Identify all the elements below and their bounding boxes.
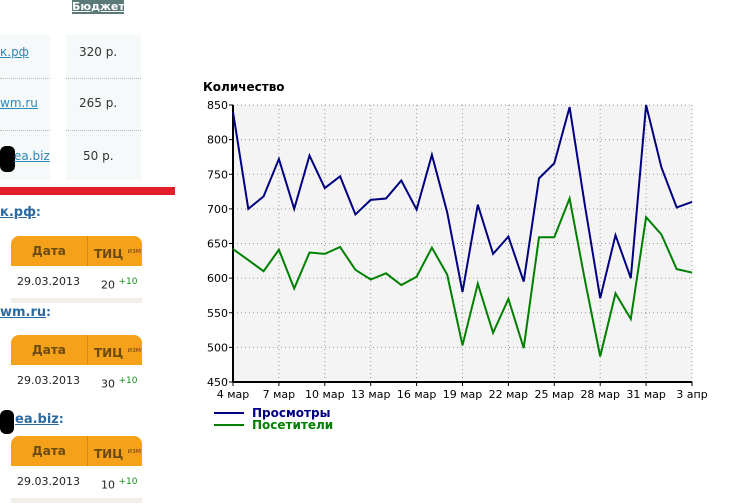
x-tick-label: 31 мар bbox=[626, 388, 666, 401]
legend-label: Посетители bbox=[252, 418, 333, 432]
site-link[interactable]: к.рф bbox=[0, 45, 29, 59]
y-tick-label: 700 bbox=[207, 203, 228, 216]
col-date[interactable]: Дата bbox=[11, 436, 88, 466]
budget-column-header[interactable]: Бюджет bbox=[72, 0, 125, 14]
budget-column bbox=[66, 35, 141, 180]
site-link[interactable]: wm.ru bbox=[0, 96, 38, 110]
redaction-mark bbox=[0, 146, 15, 172]
x-tick-label: 3 апр bbox=[676, 388, 707, 401]
budget-value: 265 р. bbox=[79, 96, 118, 110]
col-date[interactable]: Дата bbox=[11, 335, 88, 365]
y-axis-label: Количество bbox=[203, 80, 285, 94]
y-tick-label: 450 bbox=[207, 376, 228, 389]
x-tick-label: 13 мар bbox=[351, 388, 391, 401]
x-tick-label: 22 мар bbox=[489, 388, 529, 401]
table-row: 29.03.2013 20 +10 bbox=[11, 266, 142, 303]
y-tick-label: 850 bbox=[207, 99, 228, 112]
budget-value: 50 р. bbox=[83, 149, 114, 163]
x-tick-label: 16 мар bbox=[397, 388, 437, 401]
site-link[interactable]: wm.ru bbox=[0, 305, 47, 320]
col-tic[interactable]: ТИЦ изм. bbox=[93, 247, 142, 261]
divider bbox=[0, 78, 50, 79]
legend-label: Просмотры bbox=[252, 406, 330, 420]
x-tick-label: 19 мар bbox=[443, 388, 483, 401]
table-row: 29.03.2013 10 +10 bbox=[11, 466, 142, 503]
y-tick-label: 650 bbox=[207, 238, 228, 251]
y-tick-label: 750 bbox=[207, 168, 228, 181]
budget-value: 320 р. bbox=[79, 45, 118, 59]
site-link[interactable]: ea.biz bbox=[15, 412, 59, 427]
col-tic[interactable]: ТИЦ изм. bbox=[93, 346, 142, 360]
tic-table: Дата ТИЦ изм. 29.03.2013 10 +10 bbox=[11, 436, 142, 503]
site-heading: к.рф: bbox=[0, 205, 41, 220]
site-link[interactable]: к.рф bbox=[0, 205, 36, 220]
y-tick-label: 800 bbox=[207, 134, 228, 147]
tic-table: Дата ТИЦ изм. 29.03.2013 30 +10 bbox=[11, 335, 142, 402]
divider bbox=[66, 130, 141, 131]
site-heading: wm.ru: bbox=[0, 305, 51, 320]
col-date[interactable]: Дата bbox=[11, 236, 88, 266]
divider bbox=[0, 130, 50, 131]
tic-table: Дата ТИЦ изм. 29.03.2013 20 +10 bbox=[11, 236, 142, 303]
site-link[interactable]: ea.biz bbox=[14, 149, 50, 163]
x-tick-label: 7 мар bbox=[263, 388, 296, 401]
x-tick-label: 28 мар bbox=[580, 388, 620, 401]
x-tick-label: 25 мар bbox=[535, 388, 575, 401]
y-tick-label: 600 bbox=[207, 272, 228, 285]
x-tick-label: 10 мар bbox=[305, 388, 345, 401]
table-row: 29.03.2013 30 +10 bbox=[11, 365, 142, 402]
red-divider bbox=[0, 187, 175, 195]
col-tic[interactable]: ТИЦ изм. bbox=[93, 447, 142, 461]
site-heading: ea.biz: bbox=[15, 412, 64, 427]
y-tick-label: 500 bbox=[207, 341, 228, 354]
redaction-mark bbox=[0, 410, 14, 434]
x-tick-label: 4 мар bbox=[217, 388, 250, 401]
y-tick-label: 550 bbox=[207, 307, 228, 320]
divider bbox=[66, 78, 141, 79]
